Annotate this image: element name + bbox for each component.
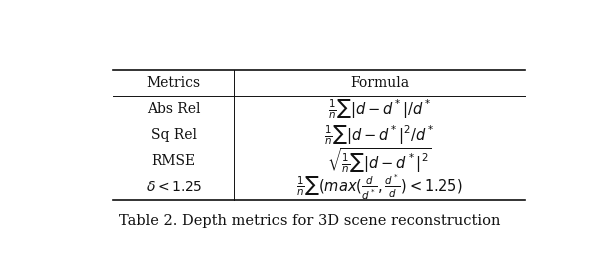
Text: $\frac{1}{n} \sum(max(\frac{d}{d^*}, \frac{d^*}{d}) < 1.25)$: $\frac{1}{n} \sum(max(\frac{d}{d^*}, \fr… bbox=[297, 173, 463, 202]
Text: Abs Rel: Abs Rel bbox=[147, 102, 201, 116]
Text: Table 2. Depth metrics for 3D scene reconstruction: Table 2. Depth metrics for 3D scene reco… bbox=[119, 214, 500, 228]
Text: $\sqrt{\frac{1}{n} \sum|d - d^*|^2}$: $\sqrt{\frac{1}{n} \sum|d - d^*|^2}$ bbox=[327, 147, 432, 175]
Text: Formula: Formula bbox=[350, 76, 410, 90]
Text: Metrics: Metrics bbox=[147, 76, 201, 90]
Text: $\frac{1}{n} \sum|d - d^*|/d^*$: $\frac{1}{n} \sum|d - d^*|/d^*$ bbox=[328, 98, 431, 121]
Text: RMSE: RMSE bbox=[152, 154, 196, 168]
Text: $\frac{1}{n} \sum|d - d^*|^2/d^*$: $\frac{1}{n} \sum|d - d^*|^2/d^*$ bbox=[324, 124, 435, 147]
Text: $\delta < 1.25$: $\delta < 1.25$ bbox=[146, 180, 202, 194]
Text: Sq Rel: Sq Rel bbox=[151, 128, 197, 142]
